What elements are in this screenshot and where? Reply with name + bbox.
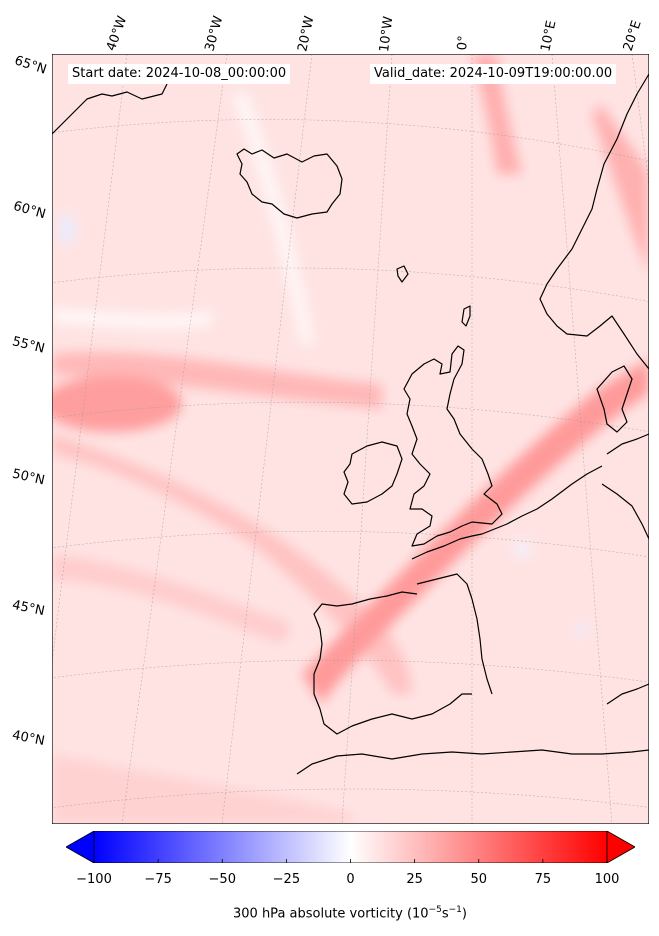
colorbar-tick-marks bbox=[93, 859, 608, 863]
valid-date-label: Valid_date: 2024-10-09T19:00:00.00 bbox=[370, 64, 617, 84]
lat-label-45n: 45°N bbox=[10, 597, 46, 620]
vorticity-field bbox=[52, 54, 649, 824]
colorbar-label-exp1: −5 bbox=[428, 905, 442, 915]
colorbar-gradient bbox=[93, 831, 608, 863]
mediterranean-coast bbox=[606, 683, 649, 705]
colorbar-max-extension bbox=[606, 831, 635, 863]
lat-label-65n: 65°N bbox=[12, 53, 49, 78]
colorbar-label: 300 hPa absolute vorticity (10−5s−1) bbox=[0, 905, 659, 921]
colorbar-tick-label: −25 bbox=[272, 872, 301, 887]
lat-label-40n: 40°N bbox=[10, 728, 46, 749]
coastlines bbox=[52, 73, 649, 775]
lon-label-40w: 40°W bbox=[103, 14, 131, 53]
colorbar-tick-label: 100 bbox=[594, 872, 620, 887]
start-date-label: Start date: 2024-10-08_00:00:00 bbox=[68, 64, 291, 84]
colorbar-min-extension bbox=[66, 831, 95, 863]
iberia-coast bbox=[313, 591, 472, 735]
colorbar-tick-label: 75 bbox=[534, 872, 552, 887]
lon-label-0: 0° bbox=[455, 34, 472, 51]
colorbar bbox=[66, 831, 635, 863]
colorbar-tick-label: 0 bbox=[346, 872, 355, 887]
colorbar-label-exp2: −1 bbox=[448, 905, 462, 915]
lat-label-55n: 55°N bbox=[10, 334, 47, 357]
north-africa-coast bbox=[296, 749, 649, 775]
shetland-coast bbox=[461, 305, 471, 327]
colorbar-tick-label: −50 bbox=[208, 872, 236, 887]
italy-coast bbox=[601, 483, 649, 540]
great-britain-coast bbox=[403, 345, 503, 547]
colorbar-label-mid: s bbox=[441, 906, 449, 922]
colorbar-tick-label: −100 bbox=[76, 872, 112, 887]
colorbar-label-prefix: 300 hPa absolute vorticity (10 bbox=[233, 906, 429, 922]
colorbar-tick-label: 50 bbox=[470, 872, 488, 887]
lon-label-20e: 20°E bbox=[620, 18, 645, 53]
france-west-coast bbox=[416, 573, 493, 695]
vorticity-map bbox=[52, 54, 649, 824]
lat-label-60n: 60°N bbox=[11, 198, 48, 223]
faroe-coast bbox=[396, 265, 409, 283]
lon-label-10e: 10°E bbox=[538, 19, 560, 54]
colorbar-label-suffix: ) bbox=[461, 906, 467, 922]
graticule bbox=[52, 54, 649, 824]
colorbar-tick-label: −75 bbox=[144, 872, 172, 887]
lat-label-50n: 50°N bbox=[10, 466, 47, 489]
ireland-coast bbox=[343, 441, 403, 505]
lon-label-30w: 30°W bbox=[202, 14, 227, 53]
greenland-coast bbox=[52, 83, 168, 135]
denmark-coast bbox=[596, 365, 633, 433]
colorbar-tick-label: 25 bbox=[406, 872, 423, 887]
iceland-coast bbox=[236, 148, 343, 219]
lon-label-20w: 20°W bbox=[295, 14, 318, 53]
baltic-coast bbox=[606, 433, 649, 455]
norway-coast bbox=[539, 73, 649, 370]
lon-label-10w: 10°W bbox=[377, 15, 397, 54]
france-coast bbox=[411, 465, 603, 560]
